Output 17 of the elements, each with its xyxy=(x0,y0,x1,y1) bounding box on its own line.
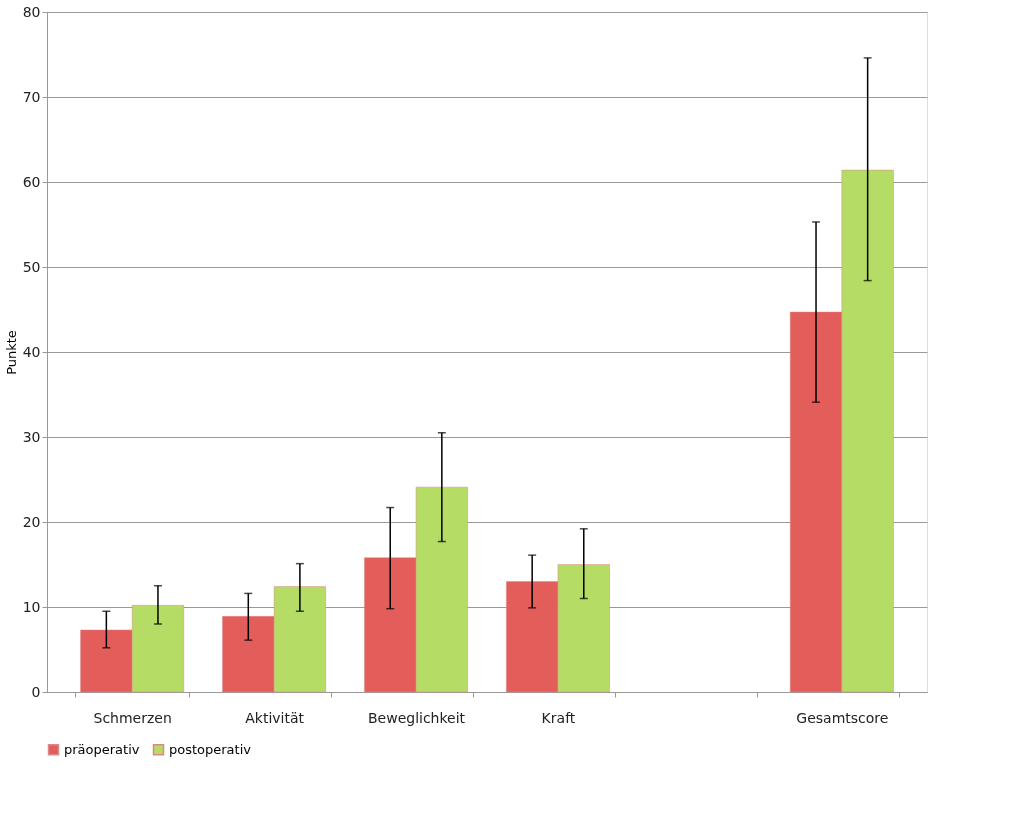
y-tick-label: 70 xyxy=(22,88,41,105)
x-tick-label: Beweglichkeit xyxy=(367,709,466,726)
y-axis-title: Punkte xyxy=(3,330,19,375)
x-tick-label: Schmerzen xyxy=(93,709,172,726)
y-tick-label: 80 xyxy=(22,3,41,20)
y-tick-label: 50 xyxy=(22,258,41,275)
x-tick-label: Aktivität xyxy=(245,709,305,726)
y-tick-label: 0 xyxy=(31,683,41,700)
y-tick-label: 20 xyxy=(22,513,41,530)
legend-label: präoperativ xyxy=(64,741,140,757)
legend-label: postoperativ xyxy=(169,741,252,757)
y-tick-label: 10 xyxy=(22,598,41,615)
x-tick-label: Kraft xyxy=(541,709,576,726)
y-tick-label: 60 xyxy=(22,173,41,190)
x-tick-label: Gesamtscore xyxy=(796,709,889,726)
y-tick-label: 30 xyxy=(22,428,41,445)
y-tick-label: 40 xyxy=(22,343,41,360)
